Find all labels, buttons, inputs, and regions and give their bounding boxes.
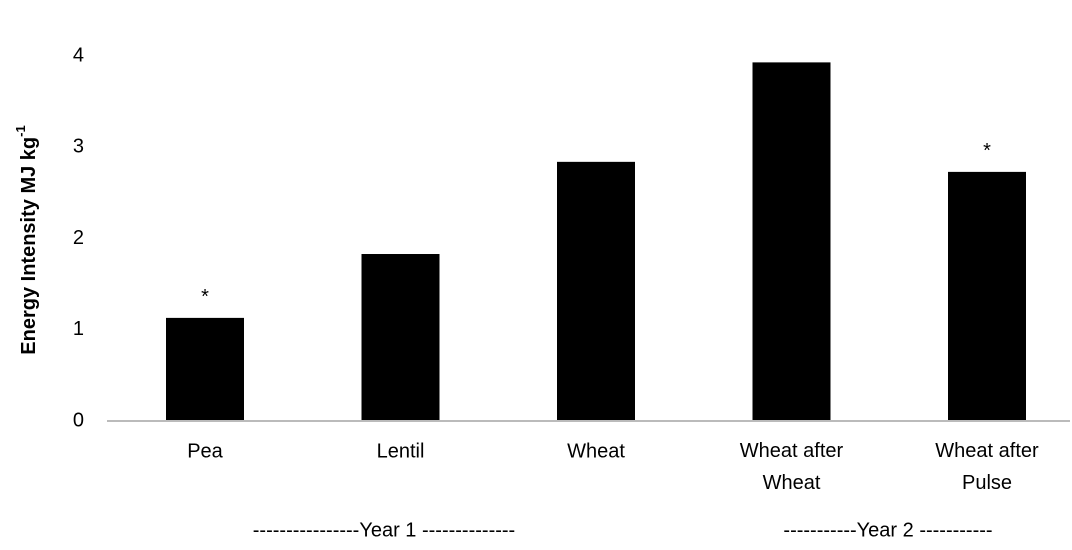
bar xyxy=(752,62,831,421)
annotation: * xyxy=(201,286,209,308)
y-tick-label: 1 xyxy=(73,318,84,340)
y-tick-label: 2 xyxy=(73,227,84,249)
annotation: * xyxy=(983,140,991,162)
x-tick-label: Wheat xyxy=(567,440,625,462)
y-axis-label-superscript: -1 xyxy=(13,125,28,137)
y-tick-label: 4 xyxy=(73,44,84,66)
bar xyxy=(557,161,635,421)
y-axis-label: Energy Intensity MJ kg-1 xyxy=(13,125,40,354)
group-label: -----------Year 2 ----------- xyxy=(783,519,992,541)
bar xyxy=(166,317,244,421)
bar xyxy=(948,171,1026,421)
x-tick-label: Wheat after Wheat xyxy=(740,440,844,494)
y-axis-label-text: Energy Intensity MJ kg xyxy=(18,137,40,355)
x-tick-label: Lentil xyxy=(377,440,425,462)
y-tick-label: 0 xyxy=(73,409,84,431)
bar xyxy=(361,254,440,421)
y-tick-label: 3 xyxy=(73,136,84,158)
x-tick-label: Wheat after Pulse xyxy=(935,440,1039,494)
group-label: ----------------Year 1 -------------- xyxy=(253,519,515,541)
x-tick-label: Pea xyxy=(187,440,223,462)
